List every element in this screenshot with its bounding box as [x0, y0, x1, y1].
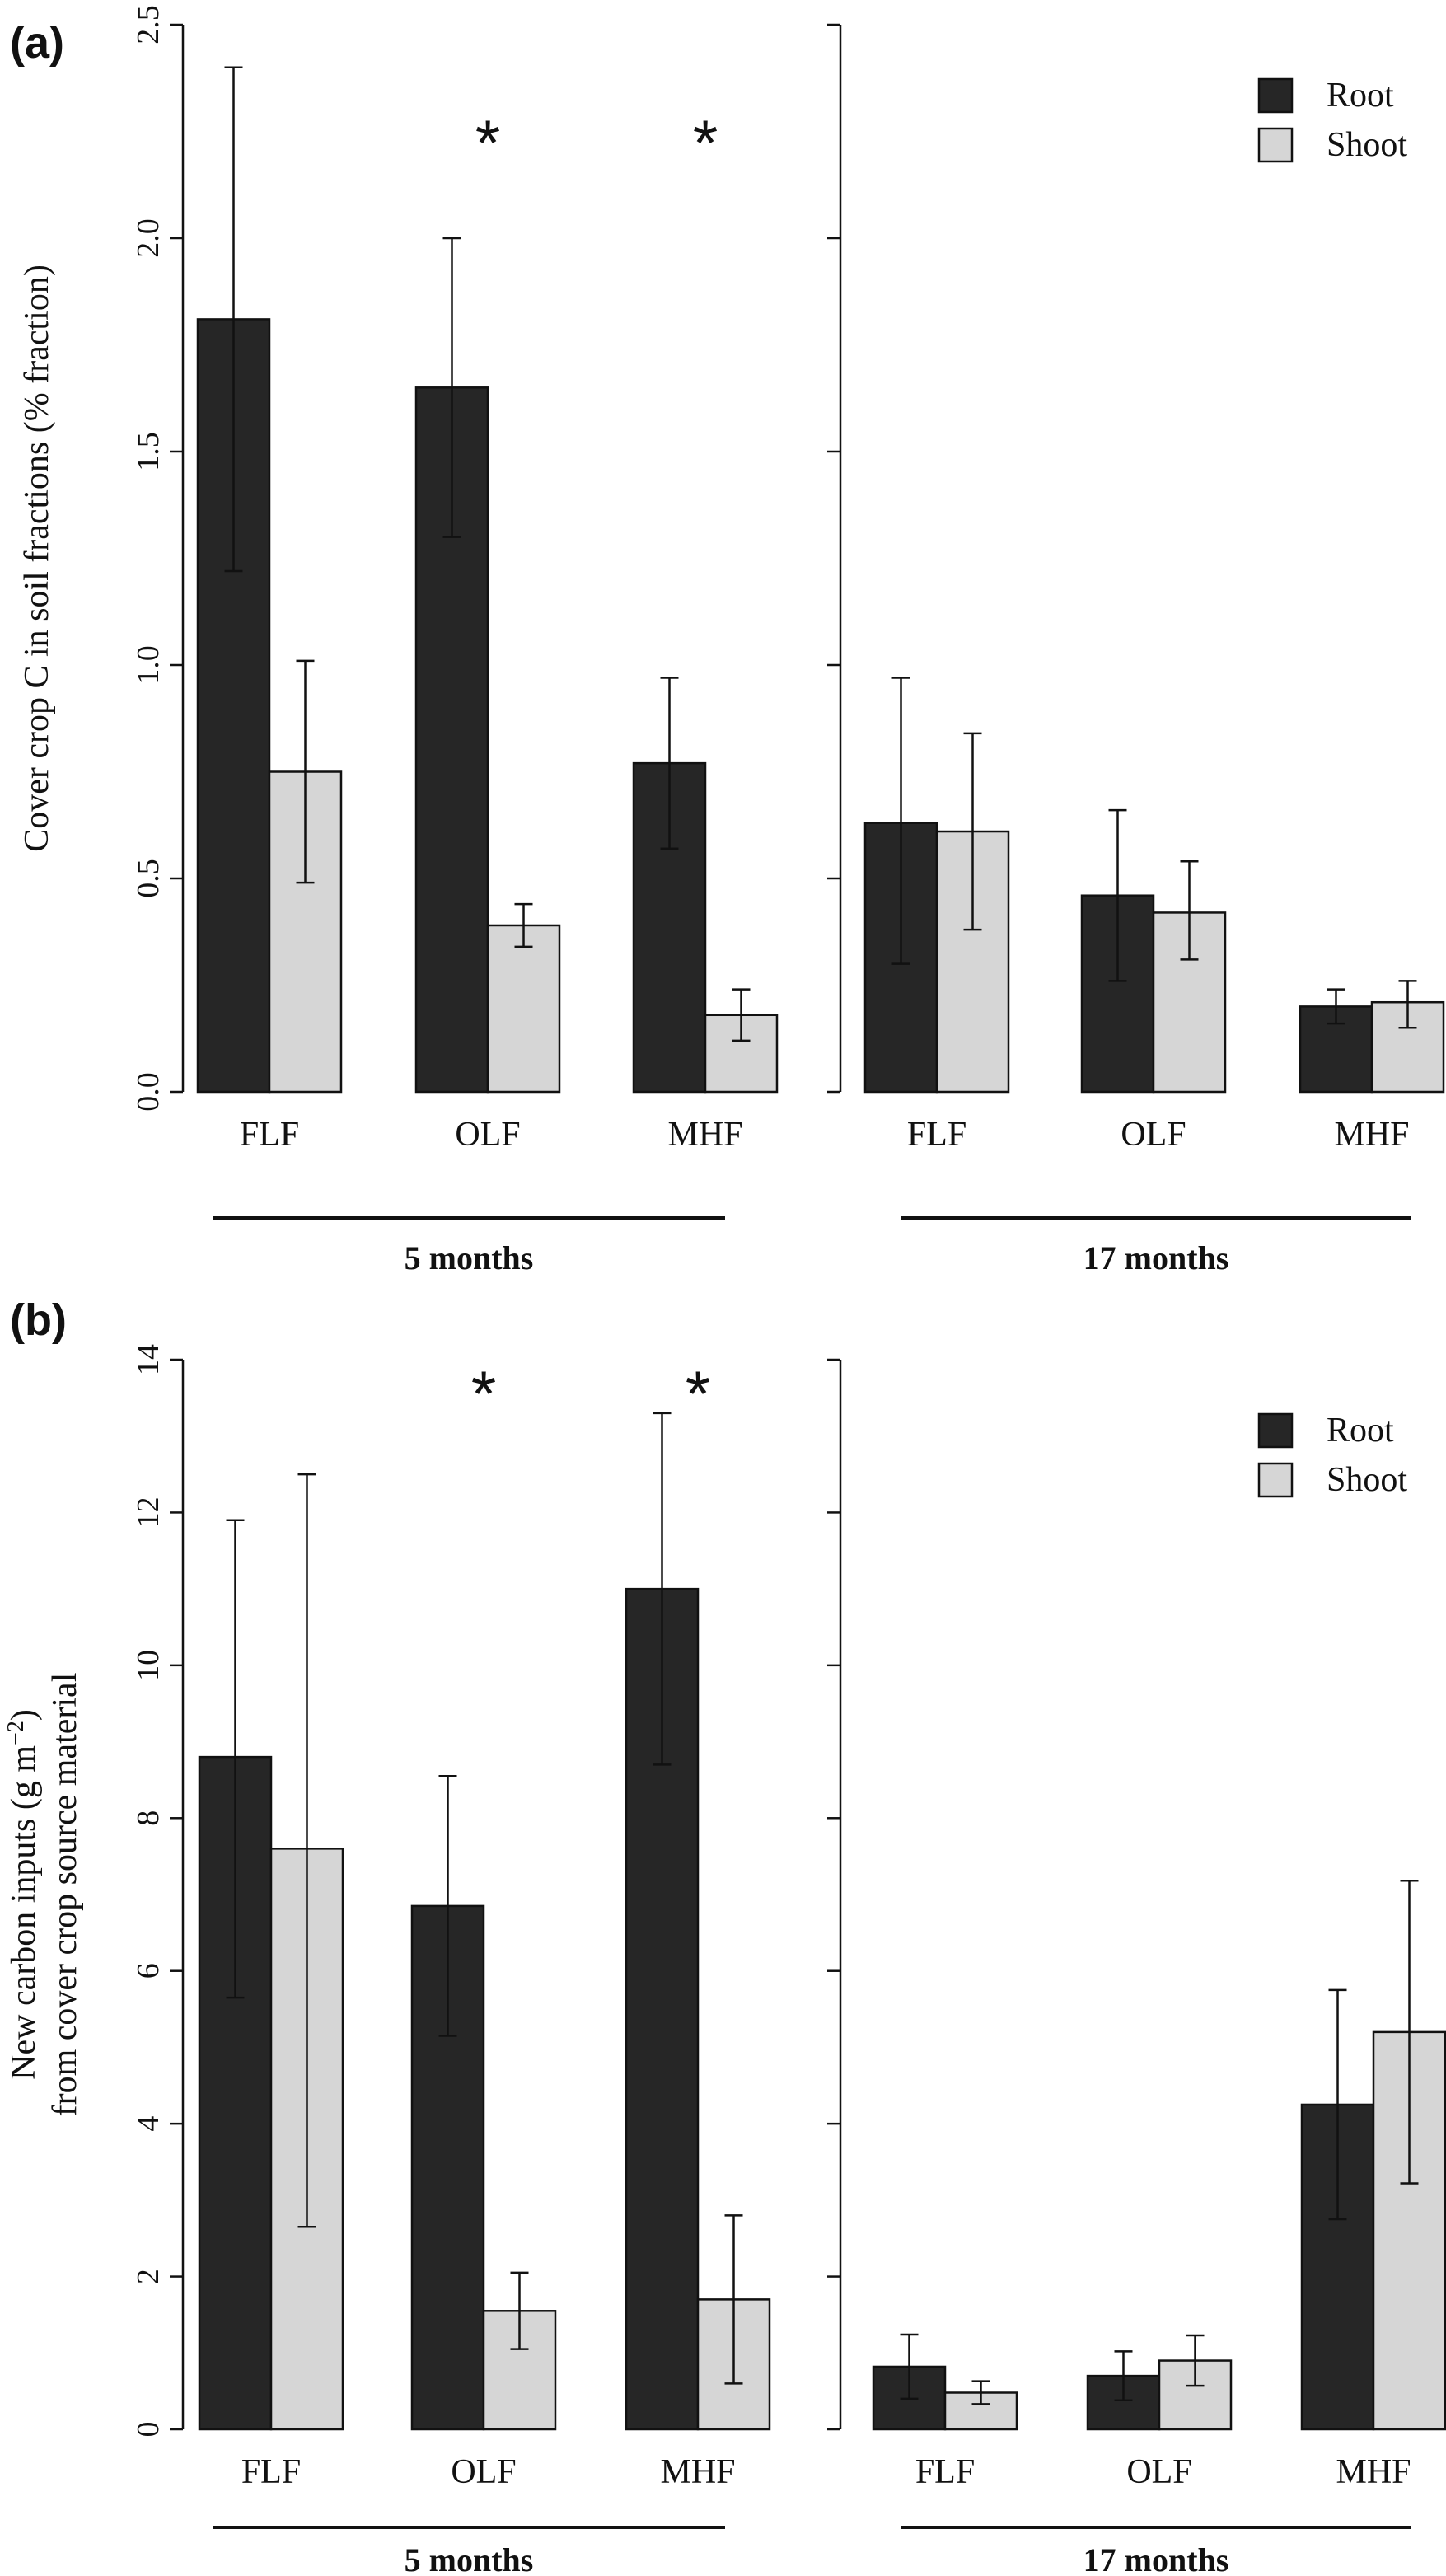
bar-group-1: 0.0 0.5 1.0 1.5 2.0 2.5 FLF OLF * MHF * 5 months	[131, 5, 779, 1276]
y-tick-label: 2.0	[131, 218, 166, 258]
legend-swatch-root	[1257, 77, 1294, 114]
y-axis-label-line2: from cover crop source material	[46, 1673, 84, 2117]
y-tick-label: 0.0	[131, 1072, 166, 1112]
significance-star: *	[471, 1357, 496, 1430]
category-label: OLF	[451, 2453, 516, 2491]
panel-label: (a)	[10, 18, 64, 68]
y-tick-label: 12	[131, 1496, 166, 1528]
category-label: MHF	[660, 2453, 735, 2491]
legend: Root Shoot	[1257, 1412, 1407, 1499]
y-tick-label: 8	[131, 1810, 166, 1826]
panel-label: (b)	[10, 1295, 67, 1345]
period-label: 17 months	[1083, 1239, 1229, 1276]
period-label: 5 months	[405, 1239, 534, 1276]
y-tick-label: 2	[131, 2269, 166, 2284]
y-tick-label: 2.5	[131, 5, 166, 44]
y-axis-label: New carbon inputs (g m−2)	[3, 1709, 43, 2080]
y-tick-label: 4	[131, 2116, 166, 2132]
significance-star: *	[693, 106, 718, 179]
category-label: FLF	[241, 2453, 301, 2491]
y-axis-label-text: New carbon inputs (g m	[5, 1745, 43, 2080]
category-label: FLF	[907, 1116, 966, 1154]
category-label: FLF	[915, 2453, 975, 2491]
legend-label-root: Root	[1327, 77, 1394, 115]
y-axis-label: Cover crop C in soil fractions (% fracti…	[18, 265, 56, 852]
category-label: MHF	[667, 1116, 742, 1154]
category-label: MHF	[1336, 2453, 1411, 2491]
shoot-bar	[486, 924, 561, 1094]
significance-star: *	[475, 106, 500, 179]
bar-group-2: FLF OLF MHF 17 months	[827, 23, 1445, 1276]
legend-label-root: Root	[1327, 1412, 1394, 1450]
category-label: MHF	[1334, 1116, 1409, 1154]
y-tick-label: 1.5	[131, 432, 166, 471]
significance-star: *	[686, 1357, 710, 1430]
legend-label-shoot: Shoot	[1327, 126, 1407, 164]
y-tick-label: 10	[131, 1650, 166, 1681]
shoot-bar	[1370, 1000, 1445, 1094]
y-tick-label: 14	[131, 1344, 166, 1375]
period-label: 5 months	[405, 2541, 534, 2576]
bar-group-2: FLF OLF MHF 17 months	[827, 1358, 1446, 2576]
category-label: OLF	[1126, 2453, 1191, 2491]
panel-b: (b) New carbon inputs (g m−2) from cover c…	[3, 1295, 1446, 2576]
bar-group-1: 0 2 4 6 8 10 12 14 FLF OLF * MHF * 5 months	[131, 1344, 771, 2576]
legend-label-shoot: Shoot	[1327, 1461, 1407, 1499]
period-label: 17 months	[1083, 2541, 1229, 2576]
legend-swatch-root	[1257, 1412, 1294, 1449]
legend-swatch-shoot	[1257, 127, 1294, 163]
category-label: OLF	[1121, 1116, 1186, 1154]
y-tick-label: 6	[131, 1963, 166, 1979]
legend-swatch-shoot	[1257, 1462, 1294, 1498]
panel-a: (a) Cover crop C in soil fractions (% fra…	[10, 5, 1445, 1276]
y-axis-label-suffix: )	[5, 1709, 43, 1721]
category-label: FLF	[240, 1116, 299, 1154]
y-axis-label-superscript: −2	[3, 1721, 29, 1745]
y-tick-label: 0.5	[131, 859, 166, 898]
root-bar	[1080, 894, 1155, 1094]
y-tick-label: 1.0	[131, 645, 166, 685]
legend: Root Shoot	[1257, 77, 1407, 164]
category-label: OLF	[455, 1116, 520, 1154]
y-tick-label: 0	[131, 2422, 166, 2438]
